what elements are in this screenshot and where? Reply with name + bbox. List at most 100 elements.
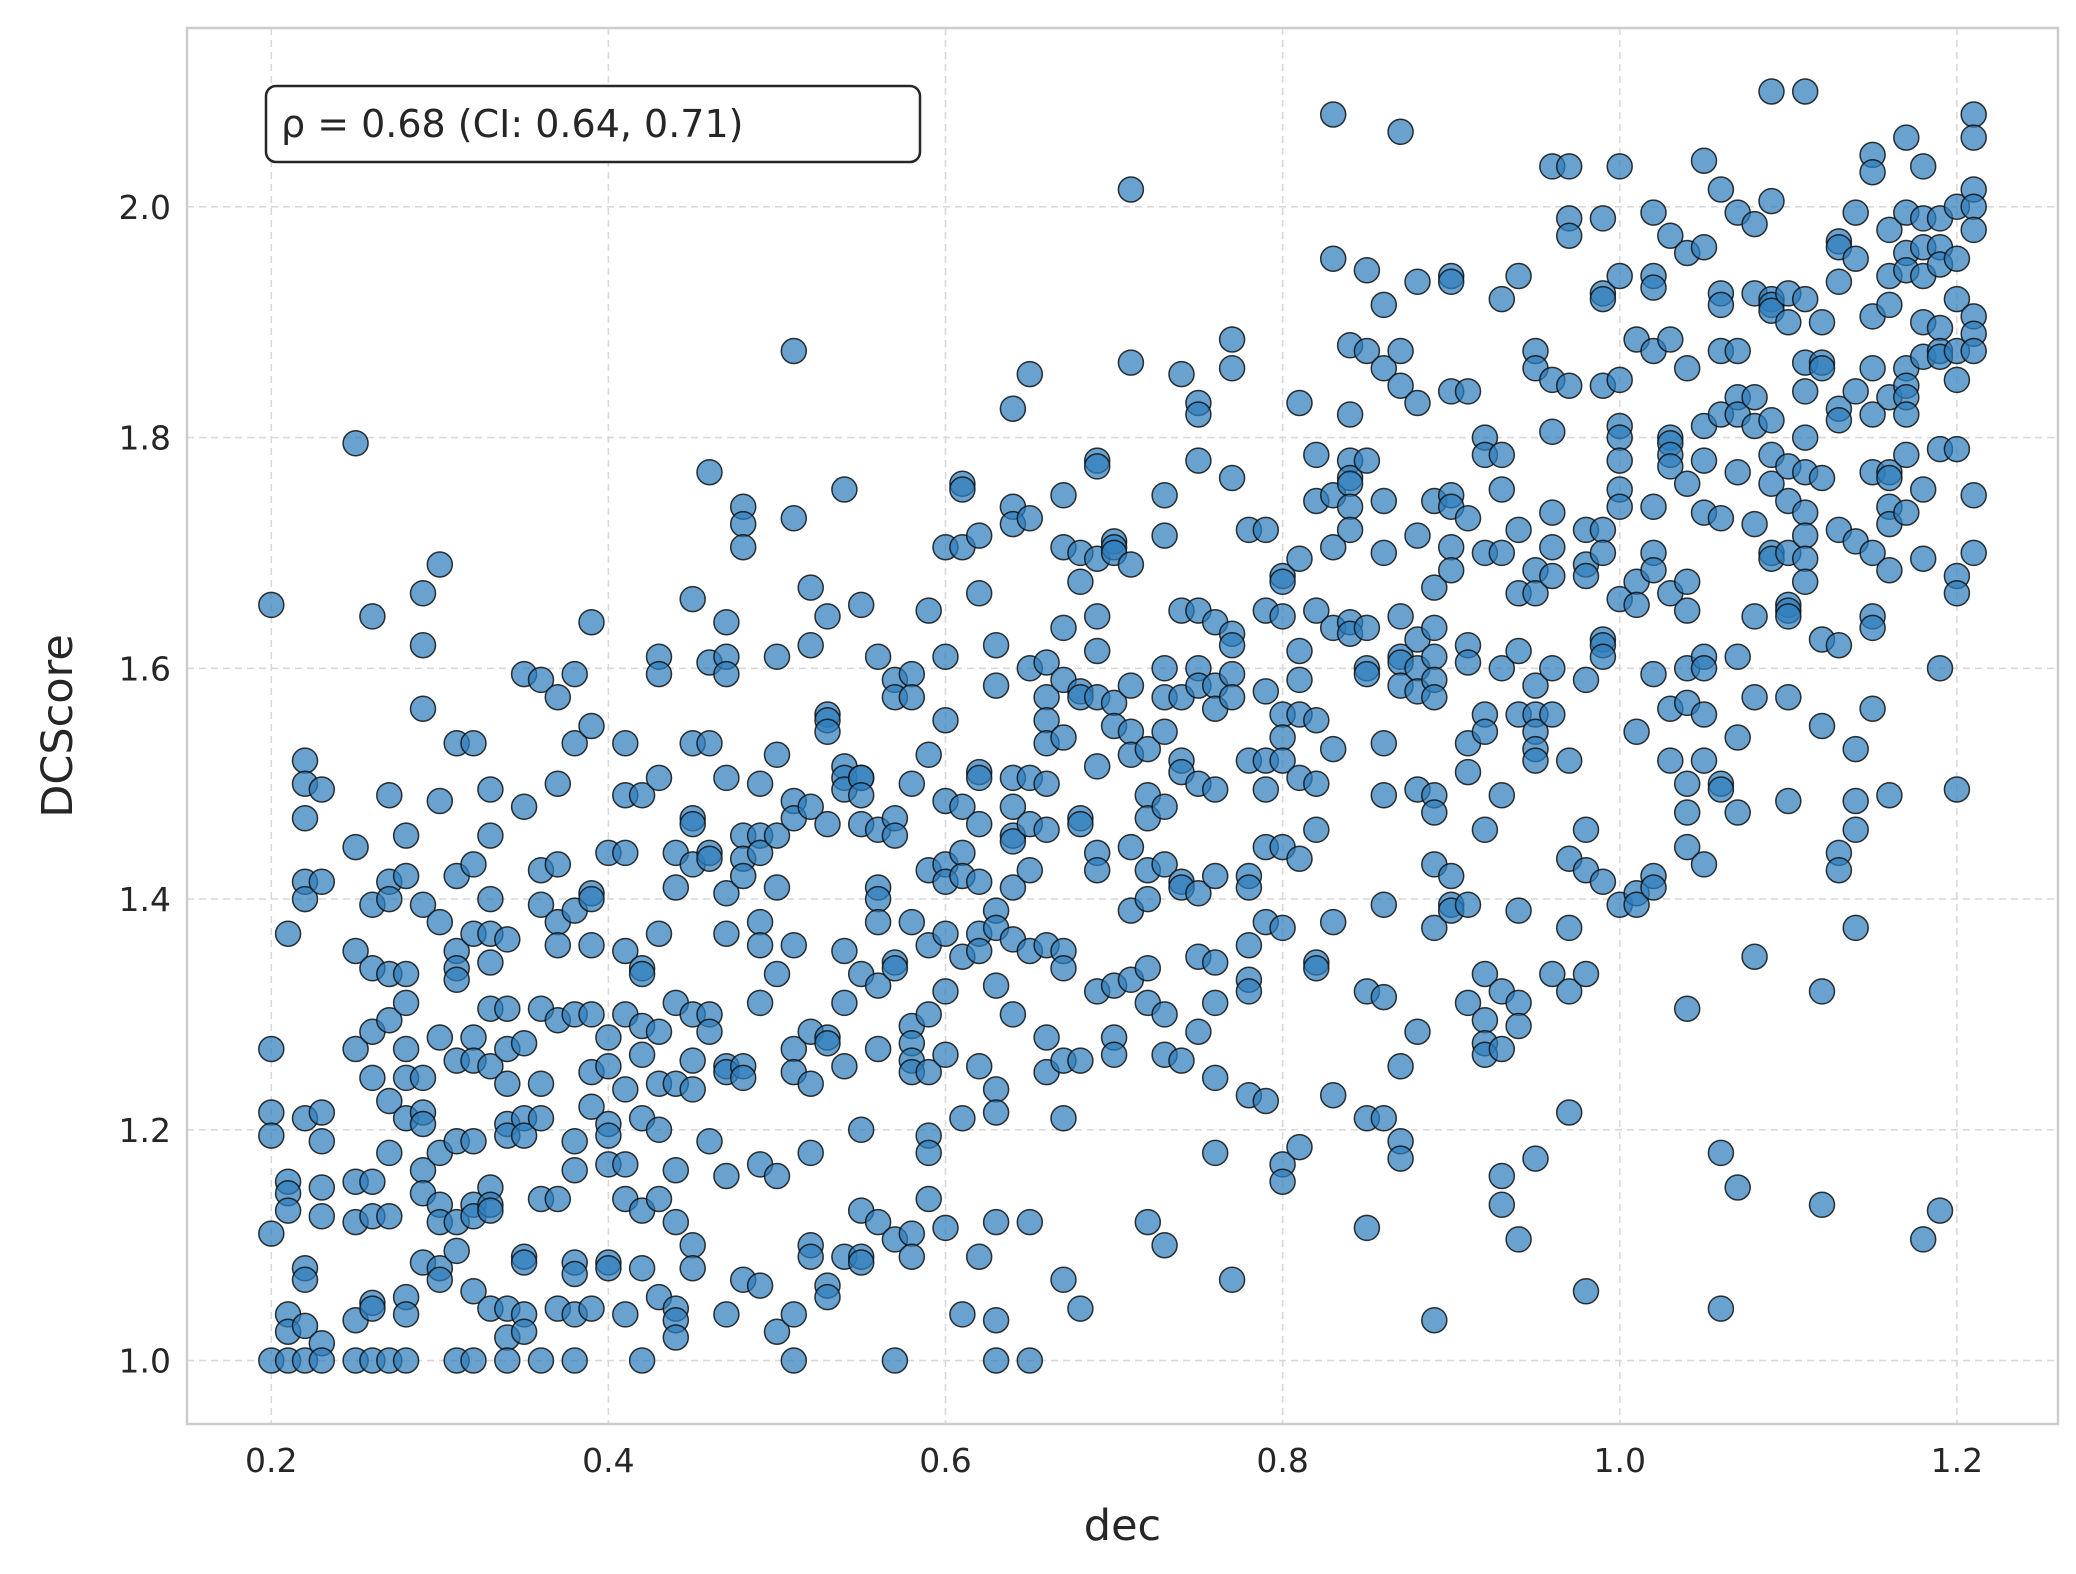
scatter-point <box>746 839 774 867</box>
scatter-point <box>1421 799 1448 826</box>
scatter-point <box>258 1035 285 1063</box>
scatter-point <box>1067 568 1094 596</box>
scatter-point <box>1201 776 1229 803</box>
scatter-point <box>359 1168 386 1195</box>
scatter-point <box>1640 556 1667 584</box>
scatter-point <box>1235 931 1263 959</box>
scatter-point <box>578 1001 605 1028</box>
scatter-point <box>1505 1012 1532 1040</box>
scatter-point <box>1117 833 1145 861</box>
scatter-point <box>1185 401 1212 428</box>
scatter-point <box>1185 1018 1212 1045</box>
scatter-point <box>376 1006 403 1034</box>
scatter-point <box>1943 285 1971 313</box>
x-axis-ticks: 0.2 0.4 0.6 0.8 1.0 1.2 <box>245 1441 1983 1480</box>
scatter-point <box>1909 1226 1937 1253</box>
data-points <box>258 78 1987 1374</box>
scatter-point <box>1640 493 1667 521</box>
scatter-point <box>1505 989 1532 1017</box>
scatter-point <box>1033 649 1060 676</box>
scatter-point <box>1555 222 1583 249</box>
scatter-point <box>1404 389 1431 417</box>
scatter-point <box>1893 401 1920 428</box>
scatter-point <box>1286 666 1313 694</box>
scatter-point <box>561 660 588 688</box>
scatter-point <box>679 1254 706 1282</box>
scatter-point <box>881 955 909 982</box>
scatter-point <box>308 1347 336 1374</box>
scatter-point <box>1775 683 1802 711</box>
scatter-point <box>1690 447 1718 474</box>
scatter-point <box>628 960 656 988</box>
scatter-point <box>308 776 336 803</box>
scatter-point <box>1741 510 1768 538</box>
y-axis-label: DCScore <box>33 634 83 818</box>
scatter-point <box>915 597 942 624</box>
scatter-point <box>510 1249 538 1276</box>
scatter-point <box>982 1306 1010 1334</box>
scatter-point <box>1471 816 1499 844</box>
scatter-point <box>1943 580 1971 607</box>
scatter-point <box>1370 891 1398 919</box>
scatter-point <box>1741 603 1768 630</box>
scatter-point <box>898 1243 926 1270</box>
scatter-point <box>1454 989 1482 1017</box>
scatter-point <box>1050 482 1077 509</box>
scatter-point <box>1791 285 1819 313</box>
scatter-point <box>426 1266 454 1294</box>
scatter-point <box>1218 631 1246 659</box>
scatter-point <box>1117 349 1145 376</box>
scatter-point <box>1606 447 1633 474</box>
scatter-point <box>1589 285 1617 313</box>
scatter-point <box>1151 1231 1178 1259</box>
scatter-point <box>831 476 858 503</box>
scatter-point <box>477 822 504 849</box>
scatter-point <box>1201 862 1229 890</box>
scatter-point <box>561 730 588 757</box>
scatter-point <box>1673 568 1701 596</box>
scatter-point <box>915 1185 942 1213</box>
scatter-point <box>1421 683 1448 711</box>
scatter-point <box>1353 337 1381 365</box>
scatter-point <box>729 533 757 561</box>
scatter-point <box>1421 614 1448 642</box>
scatter-point <box>982 631 1010 659</box>
scatter-point <box>696 458 723 486</box>
scatter-point <box>1218 326 1246 353</box>
scatter-point <box>527 666 555 694</box>
scatter-point <box>376 1139 403 1167</box>
scatter-point <box>1572 1278 1600 1305</box>
scatter-point <box>1218 464 1246 492</box>
scatter-point <box>1201 949 1229 976</box>
scatter-point <box>1539 499 1566 526</box>
scatter-point <box>527 1347 555 1374</box>
scatter-point <box>1151 522 1178 549</box>
scatter-point <box>494 1070 521 1097</box>
scatter-point <box>831 937 858 965</box>
scatter-point <box>898 1220 926 1247</box>
scatter-point <box>1488 781 1516 809</box>
scatter-point <box>1033 770 1060 797</box>
scatter-point <box>291 1312 319 1340</box>
scatter-point <box>1370 539 1398 567</box>
scatter-point <box>1555 914 1583 942</box>
scatter-point <box>1589 516 1617 544</box>
annotation-box <box>264 84 922 164</box>
scatter-point <box>814 603 841 630</box>
scatter-point <box>1623 718 1650 746</box>
scatter-point <box>578 885 605 913</box>
scatter-point <box>1100 1041 1128 1069</box>
scatter-point <box>359 1064 386 1092</box>
scatter-point <box>1555 153 1583 180</box>
scatter-point <box>1319 245 1347 272</box>
scatter-point <box>376 885 403 913</box>
scatter-point <box>831 1053 858 1080</box>
scatter-point <box>1909 545 1937 572</box>
scatter-point <box>359 1295 386 1322</box>
x-tick-label: 0.8 <box>1256 1441 1308 1480</box>
scatter-point <box>460 730 487 757</box>
scatter-point <box>1808 1191 1836 1219</box>
scatter-point <box>814 1283 841 1311</box>
scatter-point <box>1791 545 1819 572</box>
scatter-point <box>1825 631 1853 659</box>
